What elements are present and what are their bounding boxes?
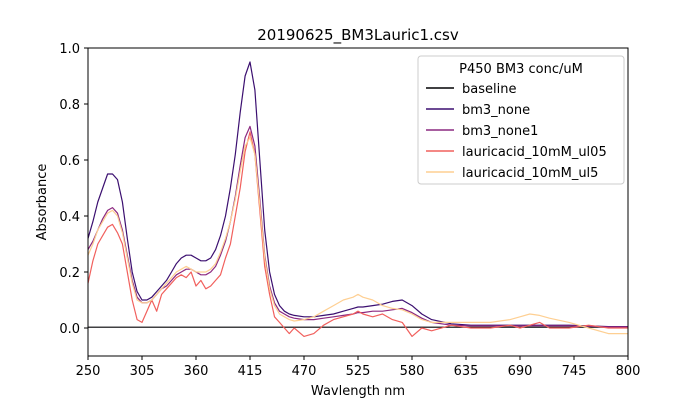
legend-label-lauricacid_10mM_ul05: lauricacid_10mM_ul05 (462, 145, 607, 160)
y-axis-label: Absorbance (35, 164, 50, 241)
x-tick-label: 580 (400, 364, 425, 379)
y-tick-label: 0.0 (59, 322, 80, 337)
x-tick-label: 525 (346, 364, 371, 379)
plot-area (88, 61, 628, 337)
series-line-bm3_none (88, 61, 628, 328)
x-tick-label: 690 (508, 364, 533, 379)
y-tick-label: 0.6 (59, 154, 80, 169)
chart-legend: P450 BM3 conc/uM baseline bm3_none bm3_none… (417, 55, 625, 185)
x-tick-label: 745 (562, 364, 587, 379)
x-tick-label: 360 (184, 364, 209, 379)
x-axis-label: Wavlength nm (311, 384, 405, 399)
y-tick-label: 1.0 (59, 42, 80, 57)
y-tick-label: 0.4 (59, 210, 80, 225)
x-tick-label: 250 (76, 364, 101, 379)
y-tick-label: 0.2 (59, 266, 80, 281)
legend-box (417, 55, 625, 185)
x-tick-label: 470 (292, 364, 317, 379)
x-tick-label: 415 (238, 364, 263, 379)
y-tick-label: 0.8 (59, 98, 80, 113)
x-tick-label: 800 (616, 364, 641, 379)
legend-label-bm3_none1: bm3_none1 (462, 124, 538, 139)
legend-label-baseline: baseline (462, 82, 516, 97)
chart-title: 20190625_BM3Lauric1.csv (257, 26, 459, 45)
axes: 250 305 360 415 470 525 580 635 690 745 800 0.0 0.2 0… (59, 42, 640, 379)
series-line-lauricacid_10mM_ul5 (88, 137, 628, 335)
legend-label-bm3_none: bm3_none (462, 103, 530, 118)
legend-title: P450 BM3 conc/uM (459, 62, 583, 77)
x-tick-label: 635 (454, 364, 479, 379)
x-tick-label: 305 (130, 364, 155, 379)
legend-label-lauricacid_10mM_ul5: lauricacid_10mM_ul5 (462, 166, 598, 181)
